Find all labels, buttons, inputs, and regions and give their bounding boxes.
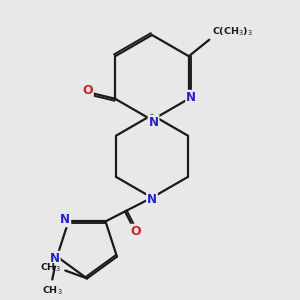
Text: C(CH$_3$)$_3$: C(CH$_3$)$_3$ bbox=[212, 25, 253, 38]
Text: N: N bbox=[148, 116, 158, 128]
Text: N: N bbox=[50, 252, 60, 265]
Text: N: N bbox=[147, 193, 157, 206]
Text: O: O bbox=[130, 225, 141, 238]
Text: CH$_3$: CH$_3$ bbox=[40, 261, 61, 274]
Text: CH$_3$: CH$_3$ bbox=[42, 284, 63, 297]
Text: N: N bbox=[186, 91, 196, 104]
Text: N: N bbox=[60, 213, 70, 226]
Text: O: O bbox=[82, 84, 93, 97]
